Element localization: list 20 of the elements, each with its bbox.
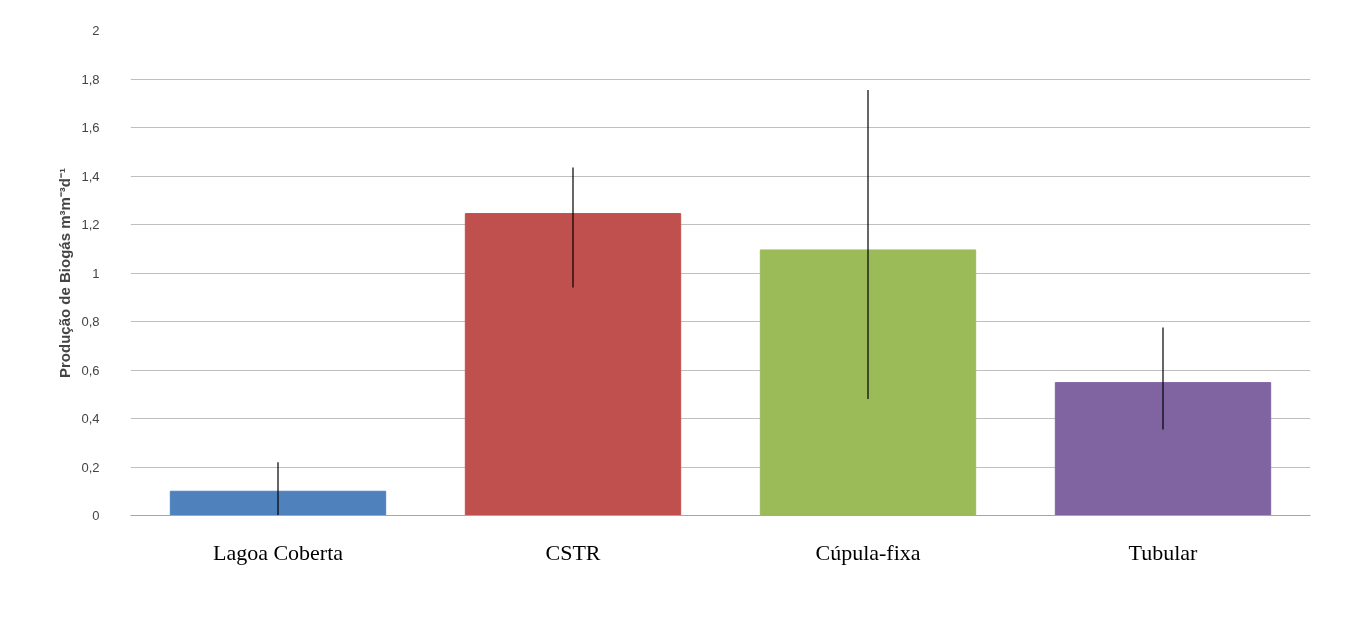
- y-tick-label: 0,2: [81, 459, 100, 475]
- y-tick-label: 1,2: [81, 217, 100, 232]
- y-tick-label: 0,4: [81, 411, 100, 426]
- x-tick-label: CSTR: [545, 539, 601, 565]
- y-tick-label: 1,4: [81, 168, 100, 184]
- y-tick-label: 0,8: [81, 314, 100, 329]
- y-tick-label: 1: [92, 265, 100, 281]
- bar: [759, 249, 977, 516]
- x-tick-label: Cúpula-fixa: [815, 539, 921, 565]
- x-tick-label: Lagoa Coberta: [212, 539, 344, 565]
- x-tick-label: Tubular: [1128, 539, 1199, 565]
- y-tick-label: 1,6: [81, 120, 100, 135]
- bar: [1054, 382, 1272, 516]
- y-tick-label: 0,6: [81, 362, 100, 378]
- y-axis-title: Produção de Biogás m³m⁻³d⁻¹: [56, 167, 74, 379]
- bar: [464, 213, 682, 516]
- y-tick-label: 1,8: [81, 71, 100, 87]
- y-tick-label: 0: [92, 508, 100, 523]
- bar: [169, 490, 387, 516]
- y-tick-label: 2: [92, 23, 100, 38]
